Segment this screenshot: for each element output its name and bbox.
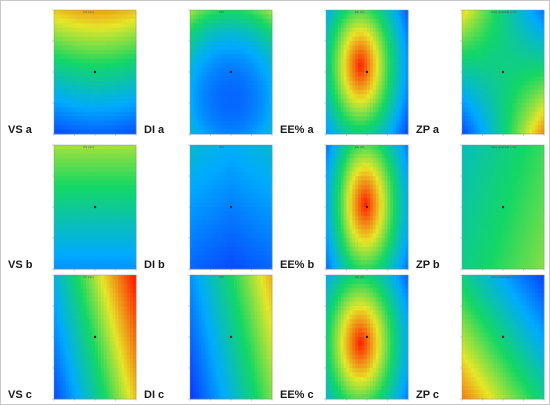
contour-plot-di-c <box>188 274 273 401</box>
design-point-center <box>501 205 505 209</box>
panel-title: PDI <box>219 10 225 14</box>
contour-plot-di-b <box>188 144 273 271</box>
panel-label: EE% b <box>280 259 315 271</box>
design-point-center <box>93 70 97 74</box>
design-point-center <box>365 70 369 74</box>
contour-plot-zp-c <box>460 274 545 401</box>
panel-title: PDI <box>219 275 225 279</box>
design-point-center <box>229 205 233 209</box>
panel-label: DI b <box>144 259 165 271</box>
panel-vs-c: VS (nm) VS c <box>4 269 139 404</box>
contour-plot-vs-c <box>52 274 137 401</box>
contour-plot-di-a <box>188 9 273 136</box>
panel-label: VS c <box>8 389 32 401</box>
contour-plot-ee-c <box>324 274 409 401</box>
panel-title: EE (%) <box>355 275 365 279</box>
panel-zp-c: Zeta potential (mV) ZP c <box>412 269 547 404</box>
panel-label: VS a <box>8 124 32 136</box>
panel-title: VS (nm) <box>83 145 95 149</box>
panel-zp-b: Zeta potential (mV) ZP b <box>412 139 547 274</box>
panel-label: DI c <box>144 389 165 401</box>
panel-ee-a: EE (%) EE% a <box>276 4 411 139</box>
panel-label: ZP a <box>416 124 440 136</box>
panel-label: VS b <box>8 259 33 271</box>
panel-label: EE% a <box>280 124 314 136</box>
contour-plot-zp-a <box>460 9 545 136</box>
panel-title: Zeta potential (mV) <box>491 10 517 14</box>
panel-ee-c: EE (%) EE% c <box>276 269 411 404</box>
panel-title: PDI <box>219 145 225 149</box>
panel-di-b: PDI DI b <box>140 139 275 274</box>
design-point-center <box>365 335 369 339</box>
panel-zp-a: Zeta potential (mV) ZP a <box>412 4 547 139</box>
design-point-center <box>229 335 233 339</box>
design-point-center <box>365 205 369 209</box>
panel-di-c: PDI DI c <box>140 269 275 404</box>
panel-label: EE% c <box>280 389 314 401</box>
panel-label: DI a <box>144 124 165 136</box>
design-point-center <box>93 335 97 339</box>
panel-ee-b: EE (%) EE% b <box>276 139 411 274</box>
contour-plot-vs-a <box>52 9 137 136</box>
contour-plot-vs-b <box>52 144 137 271</box>
panel-title: EE (%) <box>355 145 365 149</box>
panel-title: Zeta potential (mV) <box>491 275 517 279</box>
panel-vs-a: VS (nm) VS a <box>4 4 139 139</box>
panel-di-a: PDI DI a <box>140 4 275 139</box>
contour-plot-zp-b <box>460 144 545 271</box>
contour-plot-ee-b <box>324 144 409 271</box>
panel-vs-b: VS (nm) VS b <box>4 139 139 274</box>
panel-label: ZP c <box>416 389 440 401</box>
design-point-center <box>93 205 97 209</box>
design-point-center <box>501 335 505 339</box>
design-point-center <box>229 70 233 74</box>
panel-label: ZP b <box>416 259 440 271</box>
panel-title: EE (%) <box>355 10 365 14</box>
design-point-center <box>501 70 505 74</box>
panel-title: VS (nm) <box>83 10 95 14</box>
contour-plot-ee-a <box>324 9 409 136</box>
panel-title: VS (nm) <box>83 275 95 279</box>
panel-title: Zeta potential (mV) <box>491 145 517 149</box>
